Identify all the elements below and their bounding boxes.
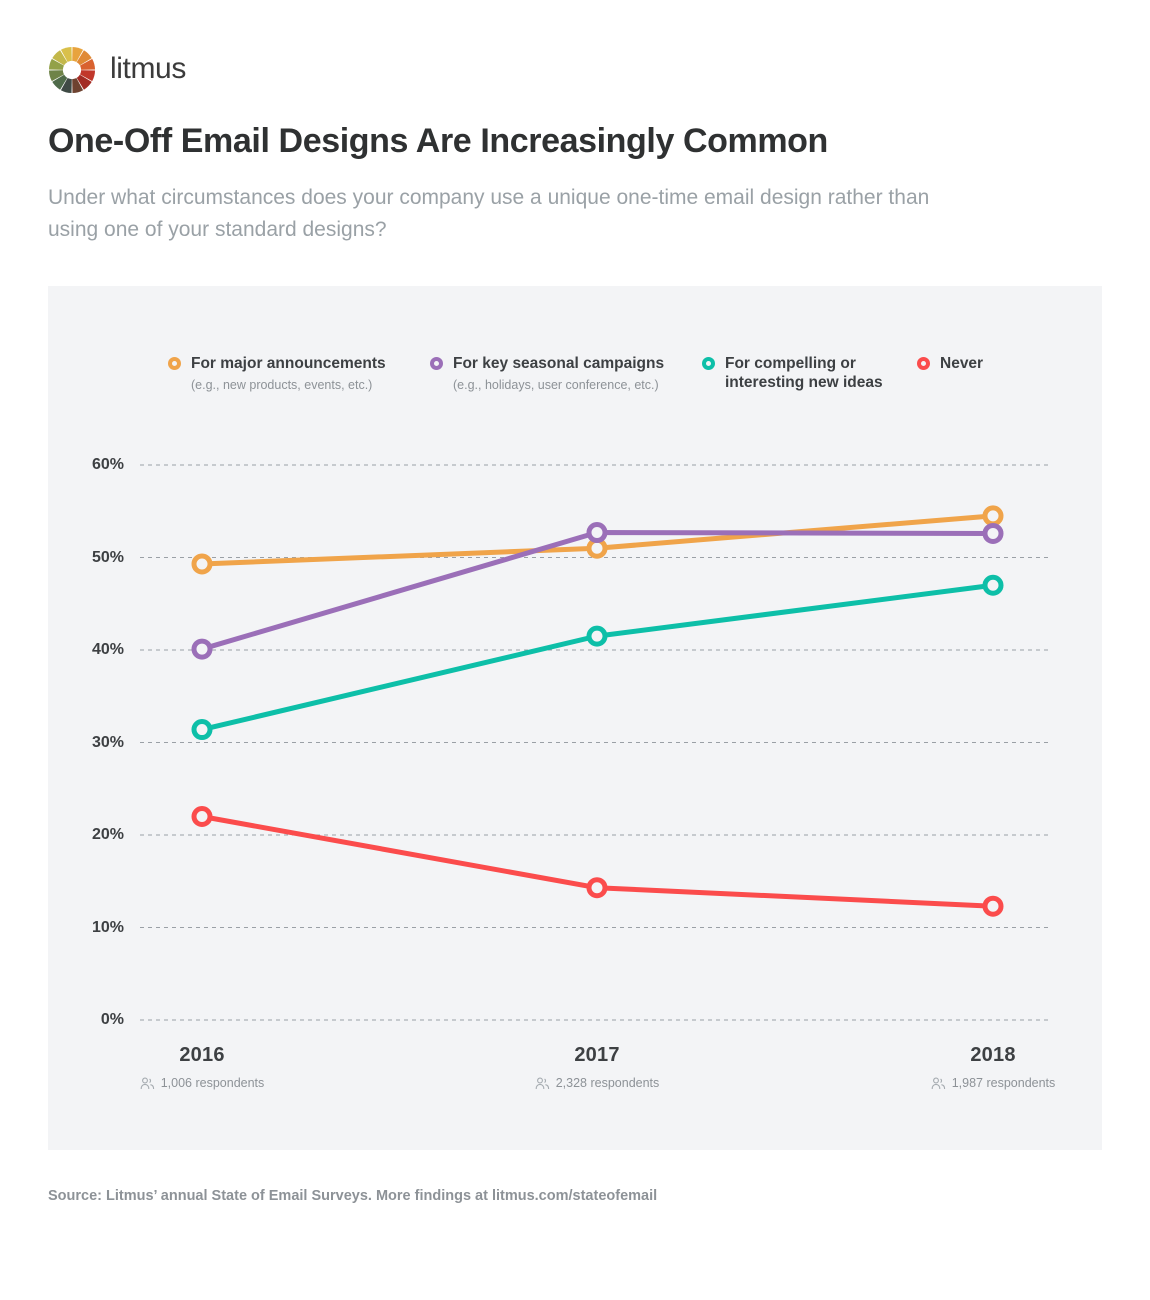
litmus-color-wheel-icon (48, 46, 96, 94)
respondent-count-label: 1,006 respondents (160, 1076, 265, 1090)
legend-item: Never (917, 354, 1037, 373)
brand-name: litmus (110, 51, 186, 85)
legend-dot-icon (702, 357, 715, 370)
brand-logo: litmus (48, 46, 186, 94)
x-axis-year-label: 2018 (970, 1044, 1016, 1066)
data-point-marker (982, 522, 1004, 544)
legend-sublabel: (e.g., new products, events, etc.) (191, 378, 373, 393)
people-icon (931, 1077, 946, 1090)
x-axis-category: 2017 2,328 respondents (477, 1044, 717, 1090)
y-axis-tick-label: 20% (91, 826, 124, 843)
legend-dot-icon (168, 357, 181, 370)
data-point-marker (982, 505, 1004, 527)
line-chart: 60% 50% 40% 30% 20% 10% 0% 2016 1,006 responden… (48, 286, 1102, 1150)
x-axis-category: 2016 1,006 respondents (82, 1044, 322, 1090)
page-title: One-Off Email Designs Are Increasingly C… (48, 122, 828, 160)
legend-label: For compelling or interesting new ideas (725, 355, 883, 392)
data-point-marker (191, 638, 213, 660)
legend-item: For key seasonal campaigns (e.g., holida… (430, 354, 702, 394)
legend-label: Never (940, 355, 984, 372)
y-axis-tick-label: 10% (91, 918, 124, 936)
y-axis-tick-label: 60% (91, 456, 124, 473)
data-point-marker (191, 553, 213, 575)
data-point-marker (586, 522, 608, 544)
y-axis-tick-label: 50% (91, 548, 124, 566)
legend-sublabel: (e.g., holidays, user conference, etc.) (453, 378, 659, 393)
legend-label: For key seasonal campaigns (453, 355, 665, 372)
y-axis-tick-label: 30% (91, 733, 124, 751)
x-axis-year-label: 2016 (179, 1044, 225, 1066)
data-point-marker (982, 895, 1004, 917)
respondent-count-label: 2,328 respondents (555, 1076, 660, 1090)
y-axis-tick-label: 0% (100, 1011, 124, 1028)
source-note: Source: Litmus’ annual State of Email Su… (48, 1188, 658, 1204)
y-axis-tick-label: 40% (91, 641, 124, 658)
respondent-count-label: 1,987 respondents (951, 1076, 1056, 1090)
people-icon (535, 1077, 550, 1090)
series-lines (199, 513, 996, 909)
series-line (199, 582, 996, 733)
data-point-marker (191, 719, 213, 741)
chart-panel: For major announcements (e.g., new produ… (48, 286, 1102, 1150)
legend-dot-icon (917, 357, 930, 370)
data-point-marker (982, 574, 1004, 596)
x-axis-year-label: 2017 (574, 1044, 620, 1066)
series-markers (191, 505, 1004, 917)
chart-svg (140, 464, 1048, 1021)
data-point-marker (586, 625, 608, 647)
data-point-marker (191, 806, 213, 827)
respondent-count: 2,328 respondents (477, 1076, 717, 1090)
respondent-count: 1,006 respondents (82, 1076, 322, 1090)
page-subtitle: Under what circumstances does your compa… (48, 186, 930, 241)
respondent-count: 1,987 respondents (873, 1076, 1113, 1090)
data-point-marker (586, 877, 608, 899)
x-axis-category: 2018 1,987 respondents (873, 1044, 1113, 1090)
legend-item: For major announcements (e.g., new produ… (168, 354, 430, 394)
legend-item: For compelling or interesting new ideas (702, 354, 917, 393)
people-icon (140, 1077, 155, 1090)
chart-legend: For major announcements (e.g., new produ… (168, 354, 1037, 394)
legend-dot-icon (430, 357, 443, 370)
legend-label: For major announcements (191, 355, 386, 372)
